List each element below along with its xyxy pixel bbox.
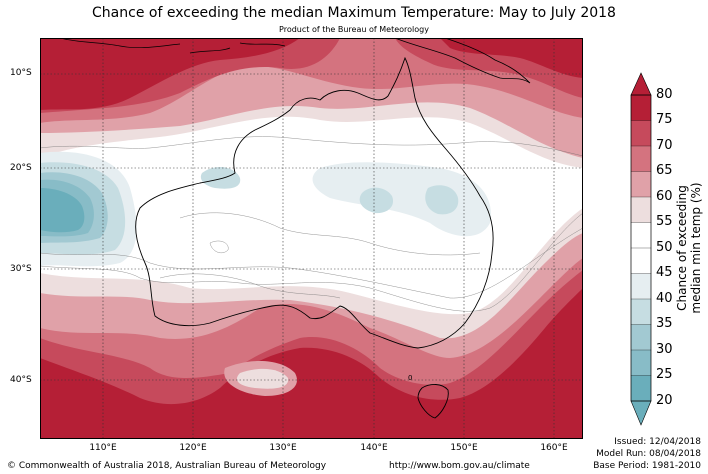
colorbar-band (630, 94, 652, 121)
lat-label-20s: 20°S (10, 163, 32, 173)
colorbar-band (630, 273, 652, 300)
colorbar-tick-80: 80 (656, 87, 673, 102)
colorbar-tick-20: 20 (656, 393, 673, 408)
lat-label-10s: 10°S (10, 68, 32, 78)
colorbar-band (630, 222, 652, 249)
colorbar-tick-65: 65 (656, 163, 673, 178)
colorbar-band (630, 120, 652, 147)
patch-inland-c (359, 187, 394, 214)
patch-inland-d (425, 185, 459, 215)
map-subtitle: Product of the Bureau of Meteorology (279, 25, 429, 34)
colorbar-band (630, 298, 652, 325)
lat-label-40s: 40°S (10, 375, 32, 385)
colorbar-band (630, 375, 652, 402)
colorbar (630, 72, 652, 426)
australia-coastline (135, 56, 494, 349)
colorbar-band (630, 247, 652, 274)
colorbar-tick-50: 50 (656, 240, 673, 255)
probability-map: 0 (40, 38, 583, 439)
colorbar-tick-35: 35 (656, 316, 673, 331)
lon-label-140e: 140°E (360, 443, 388, 453)
colorbar-band (630, 196, 652, 223)
tasmania-coastline (417, 384, 449, 419)
colorbar-bottom-arrow (630, 400, 652, 426)
lon-label-160e: 160°E (540, 443, 568, 453)
islands-coastline (59, 38, 286, 54)
map-title: Chance of exceeding the median Maximum T… (92, 5, 616, 21)
patch-inland-a (200, 166, 241, 189)
colorbar-tick-30: 30 (656, 342, 673, 357)
colorbar-band (630, 171, 652, 198)
patch-inland-b (312, 162, 491, 237)
band-ne-80 (440, 38, 583, 78)
lon-label-120e: 120°E (179, 443, 207, 453)
colorbar-band (630, 324, 652, 351)
colorbar-tick-25: 25 (656, 367, 673, 382)
colorbar-label: Chance of exceeding median min temp (%) (675, 182, 703, 314)
patch-west-25 (40, 188, 85, 233)
lon-label-110e: 110°E (89, 443, 117, 453)
footer-issued: Issued: 12/04/2018 (614, 437, 701, 447)
footer-url[interactable]: http://www.bom.gov.au/climate (389, 461, 530, 471)
pocket-south-55 (236, 368, 289, 389)
colorbar-band (630, 349, 652, 376)
footer-base-period: Base Period: 1981-2010 (593, 461, 701, 471)
colorbar-tick-70: 70 (656, 138, 673, 153)
new-guinea-coastline (394, 38, 531, 84)
footer-copyright: © Commonwealth of Australia 2018, Austra… (7, 461, 327, 471)
colorbar-tick-40: 40 (656, 291, 673, 306)
colorbar-tick-60: 60 (656, 189, 673, 204)
colorbar-tick-55: 55 (656, 214, 673, 229)
colorbar-tick-45: 45 (656, 265, 673, 280)
lon-label-130e: 130°E (269, 443, 297, 453)
footer-model-run: Model Run: 08/04/2018 (596, 449, 701, 459)
colorbar-tick-75: 75 (656, 112, 673, 127)
lon-label-150e: 150°E (450, 443, 478, 453)
colorbar-top-arrow (630, 72, 652, 96)
lat-label-30s: 30°S (10, 264, 32, 274)
colorbar-band (630, 145, 652, 172)
contour-marker: 0 (408, 374, 412, 382)
